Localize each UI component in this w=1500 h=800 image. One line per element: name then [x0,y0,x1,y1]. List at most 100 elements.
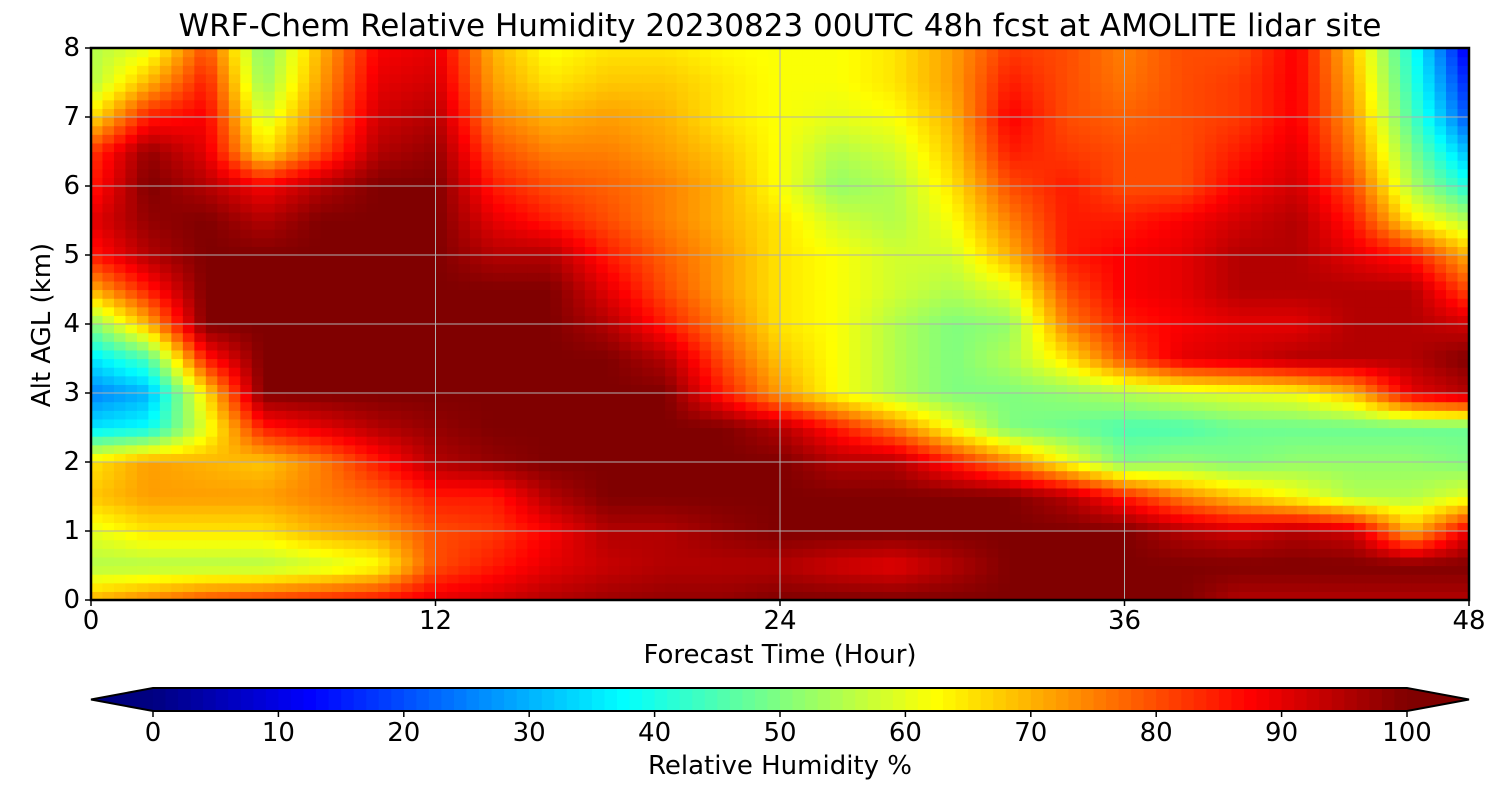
humidity-cell [320,479,333,489]
humidity-cell [871,125,884,135]
humidity-cell [412,410,425,420]
humidity-cell [734,427,747,437]
humidity-cell [963,272,976,282]
humidity-cell [320,410,333,420]
humidity-cell [929,108,942,118]
humidity-cell [113,367,127,377]
humidity-cell [894,410,907,420]
humidity-cell [734,487,747,498]
humidity-cell [688,203,701,213]
humidity-cell [814,82,827,92]
humidity-cell [561,203,574,213]
humidity-cell [757,237,770,247]
humidity-cell [871,591,884,601]
humidity-cell [320,151,333,161]
humidity-cell [458,401,471,411]
humidity-cell [481,108,494,118]
humidity-cell [378,349,391,360]
humidity-cell [917,531,930,541]
humidity-cell [619,513,632,523]
humidity-cell [366,522,379,532]
humidity-cell [355,453,368,463]
humidity-cell [297,565,310,575]
humidity-cell [91,263,104,273]
humidity-cell [286,349,299,360]
humidity-cell [676,522,689,532]
humidity-cell [871,565,884,575]
humidity-cell [194,479,207,489]
humidity-cell [171,272,184,282]
humidity-cell [883,349,896,360]
humidity-cell [538,237,551,247]
humidity-cell [963,565,976,575]
humidity-cell [159,444,172,454]
humidity-cell [929,393,942,403]
humidity-cell [171,91,184,101]
humidity-cell [940,194,953,204]
humidity-cell [378,522,391,532]
humidity-cell [136,324,150,334]
humidity-cell [561,349,574,360]
humidity-cell [952,574,965,584]
humidity-cell [286,298,299,308]
humidity-cell [802,418,816,429]
humidity-cell [619,272,632,282]
humidity-cell [768,358,781,368]
humidity-cell [263,56,276,66]
humidity-cell [929,479,942,489]
humidity-cell [320,349,333,360]
humidity-cell [883,522,896,532]
humidity-cell [412,108,425,118]
humidity-cell [963,177,976,187]
humidity-cell [424,125,437,135]
humidity-cell [424,306,437,316]
humidity-cell [527,203,540,213]
humidity-cell [205,332,218,342]
humidity-cell [676,125,689,135]
humidity-cell [401,418,414,429]
humidity-cell [366,315,379,325]
humidity-cell [573,556,586,567]
humidity-cell [424,565,437,575]
humidity-cell [240,393,253,403]
humidity-cell [952,315,965,325]
humidity-cell [194,211,207,222]
humidity-cell [550,280,563,291]
humidity-cell [251,160,264,170]
humidity-cell [481,341,494,351]
humidity-cell [825,539,839,549]
humidity-cell [906,548,919,558]
humidity-cell [607,134,620,144]
humidity-cell [929,453,942,463]
humidity-cell [527,246,540,256]
humidity-cell [446,73,460,84]
humidity-cell [240,513,253,523]
humidity-cell [596,48,609,58]
humidity-cell [699,531,712,541]
humidity-cell [263,203,276,213]
humidity-cell [722,194,735,204]
humidity-cell [504,56,517,66]
humidity-cell [148,194,161,204]
humidity-cell [286,375,299,385]
humidity-cell [688,582,701,592]
humidity-cell [136,393,150,403]
humidity-cell [940,341,953,351]
humidity-cell [642,591,655,601]
humidity-cell [228,194,241,204]
humidity-cell [699,341,712,351]
humidity-cell [711,444,724,454]
humidity-cell [389,168,402,178]
humidity-cell [102,341,115,351]
humidity-cell [159,341,172,351]
humidity-cell [768,91,781,101]
humidity-cell [550,48,563,58]
humidity-cell [297,531,310,541]
humidity-cell [205,211,218,222]
humidity-cell [791,531,804,541]
humidity-cell [435,401,448,411]
humidity-cell [205,306,218,316]
humidity-cell [492,82,505,92]
humidity-cell [389,65,402,75]
humidity-cell [148,410,161,420]
